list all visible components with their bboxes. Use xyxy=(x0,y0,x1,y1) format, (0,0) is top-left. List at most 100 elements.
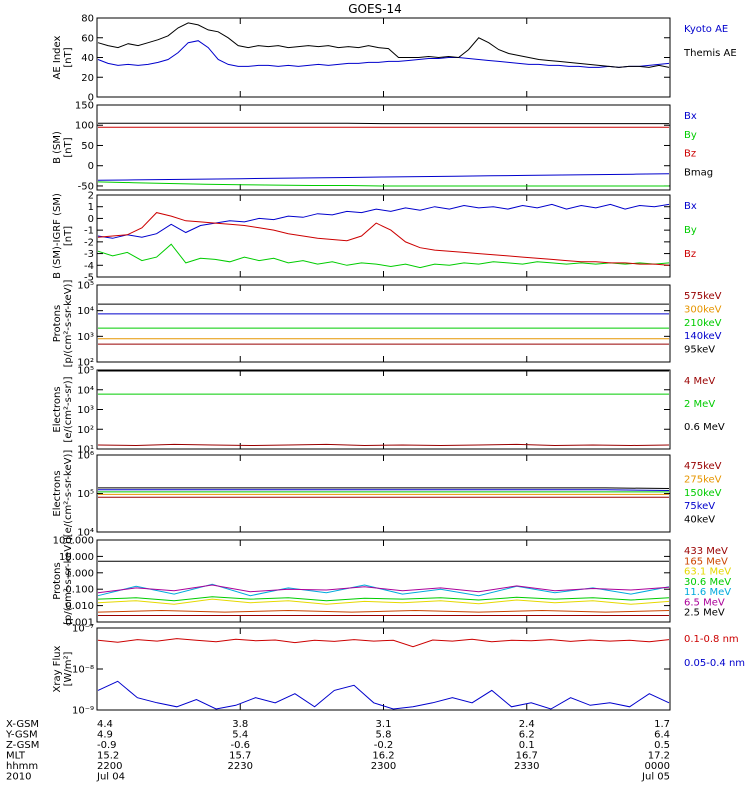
x-axis-value: 3.8 xyxy=(232,719,248,730)
legend-entry: 75keV xyxy=(684,501,715,512)
y-axis-label: Protons xyxy=(52,562,63,599)
legend-entry: 6.5 MeV xyxy=(684,597,725,608)
y-tick-label: 0.001 xyxy=(65,618,94,629)
x-axis-value: 15.7 xyxy=(229,751,251,762)
x-axis-value: 2230 xyxy=(228,761,253,772)
y-tick-label: 0.100 xyxy=(65,585,94,596)
y-tick-label: -4 xyxy=(84,261,94,272)
y-axis-label: B (SM) xyxy=(52,131,63,164)
panel-frame xyxy=(96,369,671,450)
y-tick-label: -2 xyxy=(84,237,94,248)
legend-entry: Themis AE xyxy=(683,48,737,59)
y-axis-label: [p/(cm²-s-sr-keV)] xyxy=(63,280,74,368)
y-tick-label: 10⁶ xyxy=(77,451,94,462)
x-axis-value: 2330 xyxy=(514,761,539,772)
legend-entry: Bx xyxy=(684,111,697,122)
panel-frame xyxy=(96,194,671,278)
legend-entry: 2 MeV xyxy=(684,399,715,410)
x-axis-value: 5.4 xyxy=(232,730,248,741)
y-axis-label: B (SM)-IGRF (SM) xyxy=(52,193,63,279)
x-axis-row-label: MLT xyxy=(6,751,26,762)
x-axis-value: 3.1 xyxy=(376,719,392,730)
panel-8: 10⁻⁷ 10⁻⁸ 10⁻⁹ Xray Flux [W/m²] 0.1-0.8 nm 0.0… xyxy=(52,624,745,717)
x-axis-value: 0000 xyxy=(645,761,670,772)
series-line-bz xyxy=(97,212,670,266)
y-tick-label: 150 xyxy=(75,101,94,112)
y-axis-label: [nT] xyxy=(63,47,74,67)
legend-entry: Bx xyxy=(684,201,697,212)
x-axis-value: Jul 05 xyxy=(641,772,670,783)
x-axis-value: -0.6 xyxy=(230,740,250,751)
legend-entry: 0.1-0.8 nm xyxy=(684,634,739,645)
x-axis-row-label: Z-GSM xyxy=(6,740,39,751)
series-line-by xyxy=(97,181,669,187)
y-tick-label: 40 xyxy=(81,53,94,64)
x-axis-value: 17.2 xyxy=(648,751,670,762)
legend-entry: 475keV xyxy=(684,461,722,472)
y-tick-label: 50 xyxy=(81,141,94,152)
y-tick-label: 10⁻⁸ xyxy=(72,665,94,676)
y-tick-label: 10⁴ xyxy=(77,385,94,396)
y-axis-label: [W/m²] xyxy=(63,651,74,686)
legend-entry: Bz xyxy=(684,249,696,260)
y-axis-label: Electrons xyxy=(52,386,63,432)
legend-entry: 4 MeV xyxy=(684,376,715,387)
legend-entry: 140keV xyxy=(684,331,722,342)
panel-frame xyxy=(96,539,671,623)
y-tick-label: 10¹ xyxy=(77,445,94,456)
legend-entry: 40keV xyxy=(684,515,715,526)
legend-entry: Bmag xyxy=(684,167,713,178)
series-line-75kev xyxy=(98,489,670,491)
legend-entry: 0.05-0.4 nm xyxy=(684,658,745,669)
y-tick-label: -1 xyxy=(84,226,94,237)
y-tick-label: 80 xyxy=(81,14,94,25)
x-axis-value: 0.5 xyxy=(654,740,670,751)
legend-entry: Bz xyxy=(684,149,696,160)
y-tick-label: 10² xyxy=(77,358,94,369)
panel-5: 10⁵ 10⁴ 10³ 10² 10¹ Electrons [e/(cm²-s-sr)] 4 … xyxy=(52,366,725,456)
panel-4: 10⁵ 10⁴ 10³ 10² Protons [p/(cm²-s-sr-keV)] 575… xyxy=(52,280,722,369)
legend-entry: By xyxy=(684,225,697,236)
x-axis-value: 16.7 xyxy=(516,751,538,762)
panel-6: 10⁶ 10⁵ 10⁴ Electrons [e/(cm²-s-sr-keV)] 475k… xyxy=(52,450,722,539)
y-tick-label: 10³ xyxy=(77,405,94,416)
x-axis-value: 6.2 xyxy=(519,730,535,741)
series-line-165-mev xyxy=(97,609,670,613)
y-tick-label: 100 xyxy=(75,121,94,132)
y-tick-label: 10.000 xyxy=(59,552,94,563)
y-axis-label: Protons xyxy=(52,305,63,342)
legend-entry: 95keV xyxy=(684,345,715,356)
y-tick-label: 0.010 xyxy=(65,601,94,612)
y-tick-label: 0 xyxy=(88,93,94,104)
x-axis-value: Jul 04 xyxy=(96,772,125,783)
legend-entry: 275keV xyxy=(684,474,722,485)
y-tick-label: 10⁵ xyxy=(77,281,94,292)
x-axis-value: 5.8 xyxy=(376,730,392,741)
panel-frame xyxy=(96,454,671,533)
y-tick-label: -50 xyxy=(78,181,94,192)
legend-entry: By xyxy=(684,130,697,141)
legend-entry: 63.1 MeV xyxy=(684,567,731,578)
y-axis-label: AE Index xyxy=(52,35,63,79)
series-line-11-6-mev xyxy=(97,583,670,597)
y-axis-label: [e/(cm²-s-sr)] xyxy=(63,376,74,442)
legend-entry: 11.6 MeV xyxy=(684,587,731,598)
x-axis-value: 15.2 xyxy=(97,751,119,762)
y-tick-label: 10³ xyxy=(77,332,94,343)
series-line-by xyxy=(97,243,670,269)
panel-3: 210-1-2-3-4-5 B (SM)-IGRF (SM) [nT] Bx By Bz xyxy=(52,191,697,284)
x-axis-row-label: hhmm xyxy=(6,761,38,772)
series-line-63-1-mev xyxy=(97,598,670,605)
x-axis-value: -0.2 xyxy=(374,740,394,751)
y-axis-label: Xray Flux xyxy=(52,645,63,692)
x-axis-value: 2300 xyxy=(371,761,396,772)
series-line-4-mev xyxy=(97,443,670,447)
panel-7: 100.000 10.000 1.000 0.100 0.010 0.001 Protons… xyxy=(52,536,731,629)
panel-frame xyxy=(96,284,671,363)
y-tick-label: 0 xyxy=(88,161,94,172)
legend-entry: Kyoto AE xyxy=(684,24,728,35)
y-tick-label: 1 xyxy=(88,202,94,213)
legend-entry: 433 MeV xyxy=(684,546,728,557)
series-line-0-1-0-8-nm xyxy=(97,638,670,648)
